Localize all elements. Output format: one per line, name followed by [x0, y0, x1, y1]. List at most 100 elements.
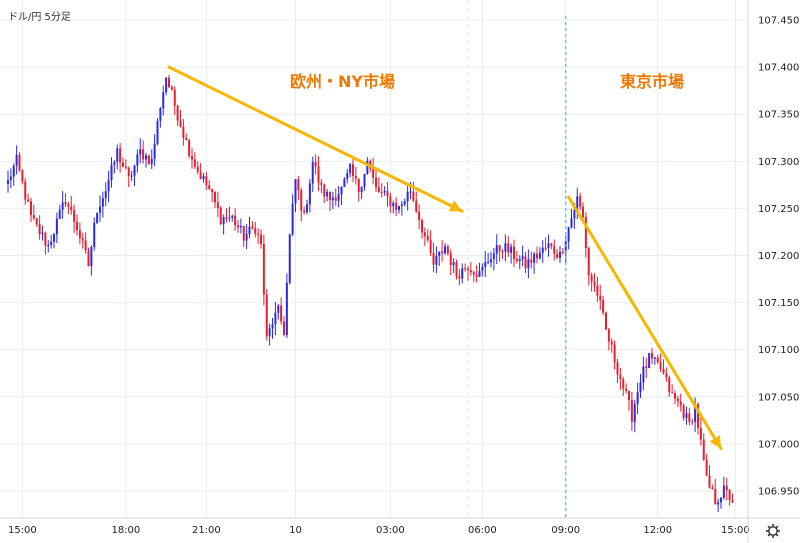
candle-body [101, 198, 104, 207]
candle-body [90, 247, 93, 266]
candle-body [593, 281, 596, 286]
candle-body [438, 251, 441, 256]
candle-body [47, 245, 50, 247]
candle-body [53, 234, 55, 242]
candle-body [242, 225, 245, 241]
x-tick-label: 12:00 [643, 525, 672, 536]
candle-body [67, 204, 70, 207]
candle-body [492, 253, 495, 260]
candle-body [458, 276, 461, 279]
candle-body [127, 168, 130, 176]
candle-body [107, 180, 110, 192]
candle-body [711, 487, 714, 490]
candle-body [412, 191, 415, 201]
trend-arrow-tokyo [567, 195, 723, 451]
candle-body [320, 182, 323, 185]
candle-body [133, 165, 136, 176]
candle-body [717, 502, 720, 505]
candle-body [277, 305, 280, 313]
candle-body [541, 247, 544, 253]
candle-body [30, 201, 32, 216]
candle-body [699, 427, 702, 440]
candle-body [363, 173, 366, 187]
candle-body [211, 189, 214, 193]
candle-body [688, 413, 691, 422]
candle-body [32, 215, 35, 219]
candle-body [610, 341, 613, 345]
candle-body [156, 120, 159, 144]
candle-body [691, 421, 694, 423]
trend-arrow-head [448, 200, 463, 212]
candle-body [702, 439, 705, 460]
x-tick-label: 06:00 [468, 525, 497, 536]
candle-body [645, 366, 648, 369]
candles [7, 74, 734, 513]
candle-body [573, 210, 576, 219]
candle-body [449, 253, 452, 266]
candle-body [87, 250, 90, 266]
candle-body [222, 217, 225, 225]
candle-body [587, 248, 590, 276]
candle-body [556, 253, 559, 258]
candle-body [306, 204, 308, 213]
candle-body [271, 324, 274, 329]
candle-body [193, 159, 196, 167]
candle-body [380, 192, 383, 194]
candle-body [366, 160, 369, 174]
candle-body [162, 92, 165, 109]
candle-body [515, 259, 518, 262]
candle-body [607, 329, 610, 342]
candle-body [311, 161, 314, 184]
trend-arrow-shaft [567, 195, 723, 451]
candle-body [518, 259, 521, 262]
candle-body [625, 388, 628, 392]
candle-body [461, 268, 464, 279]
candle-body [651, 353, 653, 359]
candle-body [561, 251, 564, 253]
candle-body [208, 185, 211, 190]
candle-body [308, 183, 311, 205]
candle-body [475, 274, 478, 277]
x-tick-label: 15:00 [8, 525, 37, 536]
candle-body [386, 191, 389, 197]
candle-body [237, 225, 239, 228]
x-tick-label: 10 [289, 525, 302, 536]
candle-body [150, 158, 153, 165]
candle-body [280, 305, 283, 322]
candle-body [452, 262, 455, 266]
candle-body [354, 175, 357, 179]
candle-body [697, 404, 699, 428]
candle-body [38, 224, 41, 235]
candle-body [357, 178, 360, 193]
candle-body [484, 262, 487, 267]
candle-body [251, 226, 254, 229]
candle-body [73, 210, 76, 222]
annotation-tokyo: 東京市場 [620, 72, 684, 91]
candle-body [317, 166, 320, 183]
candle-body [159, 108, 162, 121]
settings-gear-icon[interactable] [766, 524, 780, 538]
candle-body [538, 252, 541, 259]
candle-body [590, 275, 593, 282]
candle-body [490, 259, 492, 263]
candle-body [50, 241, 53, 246]
candle-body [340, 186, 343, 195]
candle-body [469, 270, 472, 273]
candle-body [300, 190, 303, 211]
trend-arrow-europe-ny [167, 65, 464, 213]
candle-body [679, 401, 682, 406]
candle-body [44, 232, 47, 246]
candle-body [403, 201, 406, 205]
candle-body [467, 268, 469, 271]
candle-body [728, 490, 731, 501]
x-tick-label: 09:00 [551, 525, 580, 536]
candle-body [400, 204, 403, 207]
candle-body [722, 485, 725, 498]
candle-body [455, 262, 458, 277]
candle-body [205, 176, 208, 186]
candle-body [283, 321, 285, 335]
candle-body [331, 197, 334, 201]
candle-body [665, 373, 668, 378]
candle-body [58, 209, 61, 219]
